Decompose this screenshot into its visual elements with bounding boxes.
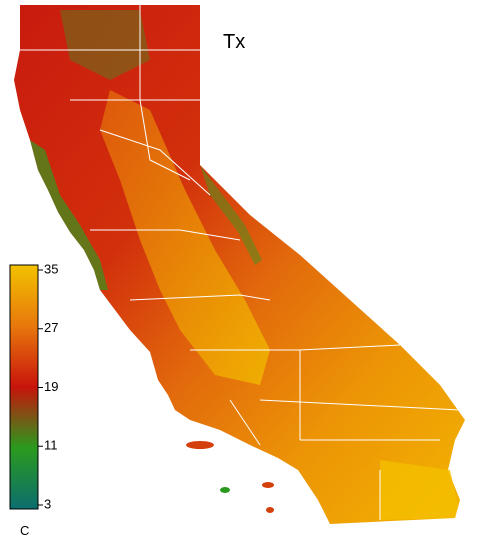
colorbar-tick-label: 35 xyxy=(44,261,58,276)
county-line xyxy=(259,399,461,411)
colorbar-unit: C xyxy=(20,523,29,538)
colorbar-tick-label: 3 xyxy=(44,496,51,511)
california xyxy=(14,5,465,524)
northern-forest xyxy=(60,10,150,80)
sierra-cool-band xyxy=(200,165,262,265)
county-lines xyxy=(20,5,461,520)
map-title: Tx xyxy=(223,31,245,53)
colorbar-tick-label: 27 xyxy=(44,320,58,335)
island xyxy=(262,482,274,488)
county-line xyxy=(129,294,271,301)
county-line xyxy=(99,129,211,196)
colorbar: 35 27 19 11 3 xyxy=(9,261,58,511)
islands xyxy=(186,441,274,513)
colorbar-tick-label: 11 xyxy=(44,438,58,453)
county-line xyxy=(229,399,261,446)
county-line xyxy=(139,5,191,181)
island xyxy=(266,507,274,513)
island xyxy=(220,487,230,493)
island xyxy=(186,441,214,449)
colorbar-tick-label: 19 xyxy=(44,379,58,394)
colorbar-ramp xyxy=(9,264,39,510)
southeast-desert xyxy=(380,460,458,520)
county-line xyxy=(90,229,241,241)
state-shape xyxy=(14,5,465,524)
central-valley xyxy=(100,90,270,385)
coastal-cool-band xyxy=(30,140,108,290)
